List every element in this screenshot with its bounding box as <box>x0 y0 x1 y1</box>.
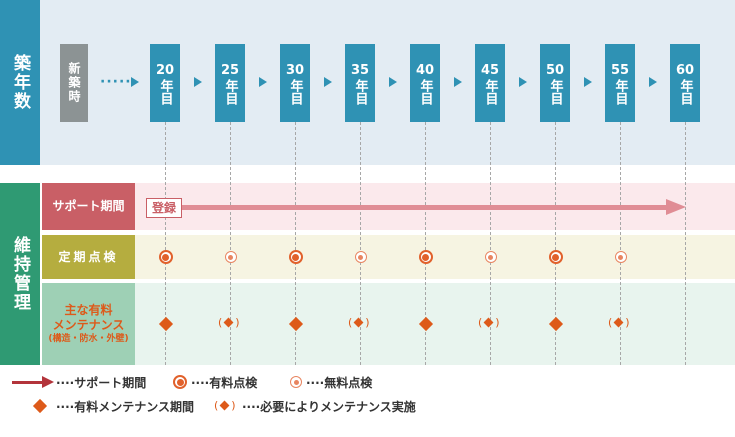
year-box: 60 年目 <box>670 44 700 122</box>
year-guide-line <box>425 122 426 365</box>
maintenance-row-label: 主な有料 メンテナンス (構造・防水・外壁) <box>42 283 135 365</box>
optional-maintenance-icon: () <box>218 316 240 329</box>
year-suffix: 年目 <box>612 78 628 105</box>
inspection-row-label: 定期点検 <box>42 235 135 279</box>
new-build-label: 新築時 <box>67 62 81 104</box>
new-build-dots: ····· <box>100 74 132 90</box>
legend-support-text: ····サポート期間 <box>56 376 147 390</box>
year-suffix: 年目 <box>222 78 238 105</box>
paid-inspection-icon <box>418 250 433 264</box>
support-row-label: サポート期間 <box>42 183 135 230</box>
timeline-arrow-icon <box>259 77 267 87</box>
paid-inspection-icon <box>158 250 173 264</box>
year-box: 55 年目 <box>605 44 635 122</box>
year-suffix: 年目 <box>482 78 498 105</box>
year-box: 20 年目 <box>150 44 180 122</box>
year-guide-line <box>685 122 686 365</box>
year-number: 60 <box>675 62 695 78</box>
year-suffix: 年目 <box>157 78 173 105</box>
free-inspection-icon <box>484 251 497 263</box>
optional-maintenance-icon: () <box>348 316 370 329</box>
legend-optional-maintenance-text: ····必要によりメンテナンス実施 <box>242 400 416 414</box>
year-guide-line <box>165 122 166 365</box>
new-build-box: 新築時 <box>60 44 88 122</box>
year-number: 25 <box>220 62 240 78</box>
paid-inspection-icon <box>548 250 563 264</box>
maintenance-label-line1: 主な有料 <box>64 302 113 317</box>
year-number: 30 <box>285 62 305 78</box>
maintenance-label-line2: メンテナンス <box>52 317 125 332</box>
timeline-arrow-icon <box>519 77 527 87</box>
year-box: 40 年目 <box>410 44 440 122</box>
free-inspection-icon <box>354 251 367 263</box>
legend-paid-inspection-icon <box>173 375 187 389</box>
year-number: 50 <box>545 62 565 78</box>
legend: ····サポート期間 ····有料点検 ····無料点検 ····有料メンテナン… <box>12 372 722 432</box>
year-number: 55 <box>610 62 630 78</box>
year-box: 25 年目 <box>215 44 245 122</box>
timeline-arrow-icon <box>194 77 202 87</box>
free-inspection-icon <box>224 251 237 263</box>
year-box: 30 年目 <box>280 44 310 122</box>
timeline-arrow-icon <box>649 77 657 87</box>
legend-paid-maintenance-text: ····有料メンテナンス期間 <box>56 400 194 414</box>
year-suffix: 年目 <box>287 78 303 105</box>
year-guide-line <box>490 122 491 365</box>
support-badge: 登録 <box>146 198 182 218</box>
year-number: 45 <box>480 62 500 78</box>
timeline-arrow-icon <box>454 77 462 87</box>
support-arrow-head-icon <box>666 199 686 215</box>
year-number: 40 <box>415 62 435 78</box>
legend-paid-maintenance-icon <box>32 398 48 414</box>
legend-free-inspection-icon <box>290 376 302 388</box>
maintenance-label-line3: (構造・防水・外壁) <box>48 333 129 344</box>
legend-support-arrow-head-icon <box>42 376 54 388</box>
optional-maintenance-icon: () <box>608 316 630 329</box>
maintenance-row-bg <box>135 283 735 365</box>
timeline-arrow-icon <box>324 77 332 87</box>
year-box: 45 年目 <box>475 44 505 122</box>
year-guide-line <box>360 122 361 365</box>
year-box: 50 年目 <box>540 44 570 122</box>
maintenance-section-label: 維持管理 <box>0 183 40 365</box>
optional-maintenance-icon: () <box>478 316 500 329</box>
support-arrow-line <box>182 205 668 210</box>
timeline-arrow-icon <box>389 77 397 87</box>
year-suffix: 年目 <box>547 78 563 105</box>
year-guide-line <box>620 122 621 365</box>
legend-paid-inspection-text: ····有料点検 <box>191 376 258 390</box>
timeline-arrow-icon <box>584 77 592 87</box>
free-inspection-icon <box>614 251 627 263</box>
new-build-arrow-icon <box>131 77 139 87</box>
legend-optional-maintenance-icon: () <box>214 399 236 412</box>
year-box: 35 年目 <box>345 44 375 122</box>
year-guide-line <box>295 122 296 365</box>
legend-free-inspection-text: ····無料点検 <box>306 376 373 390</box>
year-number: 35 <box>350 62 370 78</box>
year-suffix: 年目 <box>417 78 433 105</box>
age-section-label: 築年数 <box>0 0 40 165</box>
legend-support-arrow-icon <box>12 381 44 384</box>
year-number: 20 <box>155 62 175 78</box>
paid-inspection-icon <box>288 250 303 264</box>
year-suffix: 年目 <box>352 78 368 105</box>
year-suffix: 年目 <box>677 78 693 105</box>
year-guide-line <box>555 122 556 365</box>
year-guide-line <box>230 122 231 365</box>
